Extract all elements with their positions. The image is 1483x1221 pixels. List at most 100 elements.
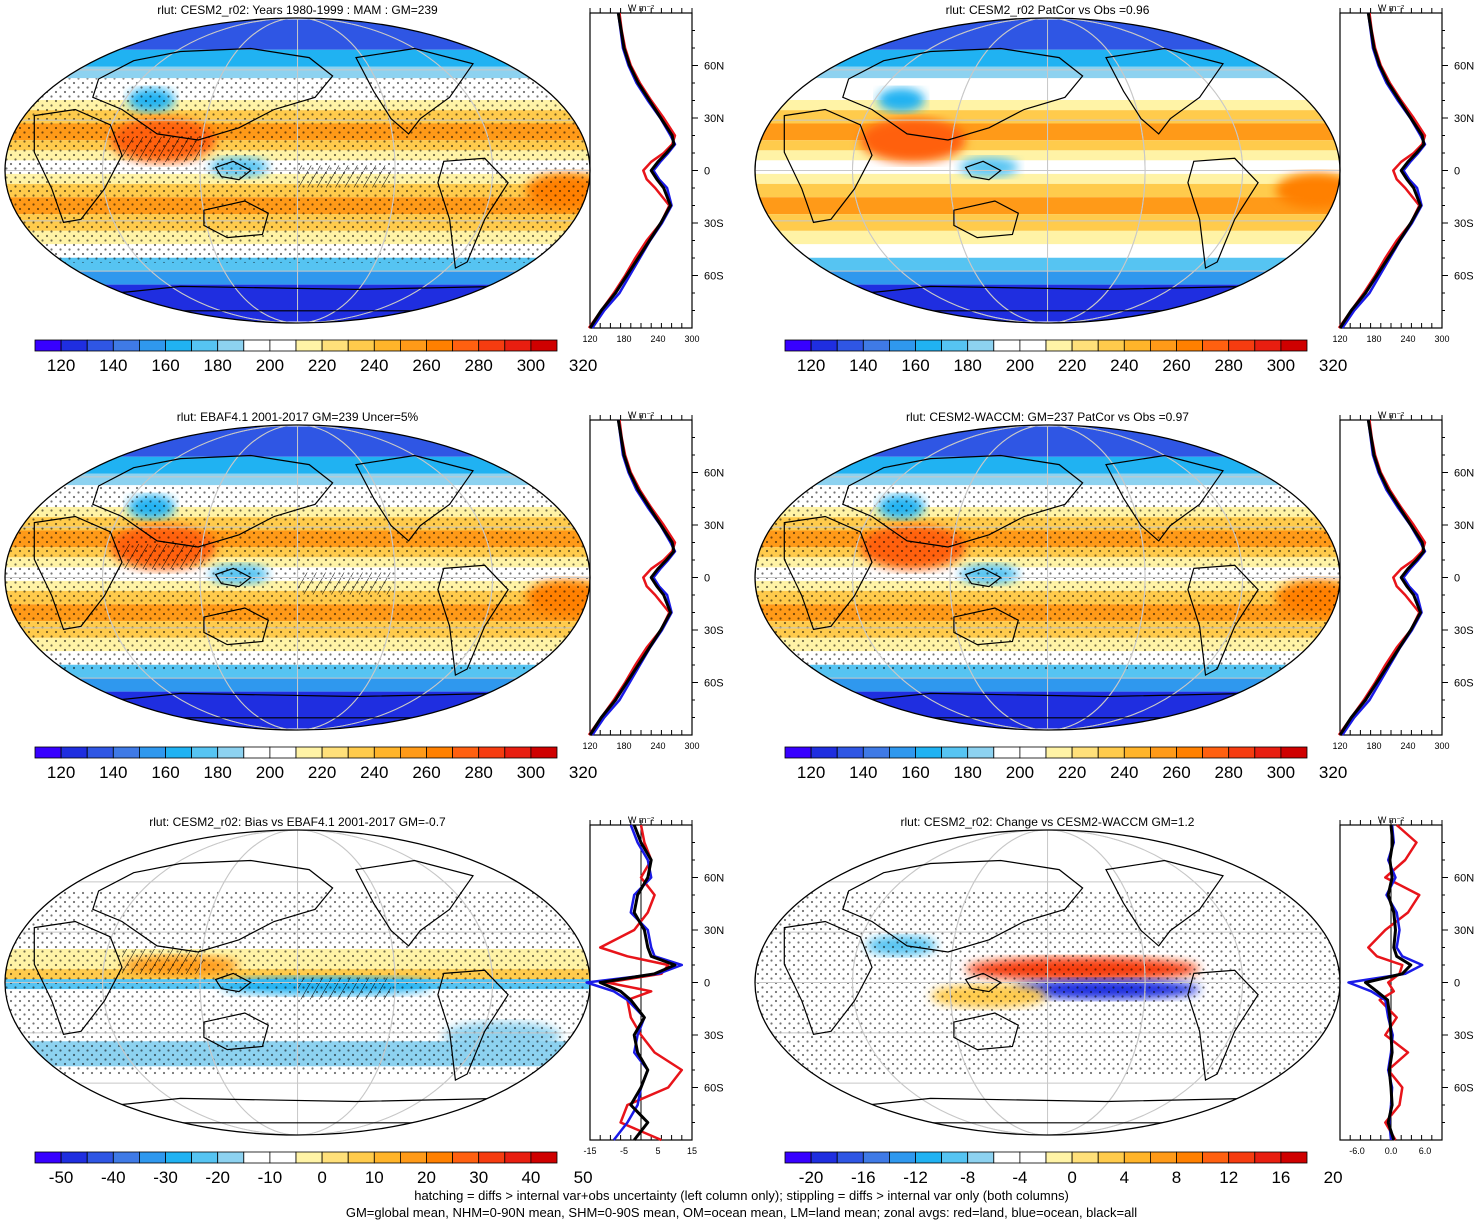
zonal-x-tick-label: 120: [582, 741, 597, 751]
colorbar-label: 180: [204, 763, 232, 782]
colorbar-swatch: [1071, 339, 1099, 352]
coastline: [964, 972, 1002, 993]
coastline: [355, 47, 474, 135]
colorbar-swatch: [1150, 746, 1177, 759]
zonal-lat-label: 30N: [704, 520, 724, 532]
zonal-x-tick-label: 180: [1366, 334, 1381, 344]
hatch-overlay: [122, 136, 204, 162]
zonal-x-tick-label: 0.0: [1385, 1146, 1398, 1156]
colorbar-swatch: [941, 339, 969, 352]
colorbar-label: 180: [954, 356, 982, 375]
coastline: [214, 972, 252, 993]
colorbar-swatch: [1228, 1151, 1256, 1164]
coastline: [964, 567, 1002, 588]
panel-title-5: rlut: CESM2_r02: Bias vs EBAF4.1 2001-20…: [149, 815, 446, 829]
zonal-lat-label: 30S: [1454, 218, 1474, 230]
colorbar-swatch: [347, 339, 375, 352]
graticule: [755, 425, 1340, 730]
colorbar-swatch: [915, 339, 943, 352]
coastline: [483, 847, 533, 868]
zonal-x-tick-label: 15: [687, 1146, 697, 1156]
zonal-lat-label: 60N: [704, 61, 724, 73]
colorbar-swatch: [243, 1151, 271, 1164]
zonal-lat-label: 30N: [704, 113, 724, 125]
colorbar-swatch: [191, 1151, 219, 1164]
colorbar-label: 220: [1058, 356, 1086, 375]
graticule-meridian: [949, 425, 1146, 730]
zonal-lat-label: 30S: [1454, 625, 1474, 637]
colorbar-label: 20: [1324, 1168, 1343, 1185]
zonal-line-ocean: [591, 419, 677, 736]
colorbar-swatch: [1071, 746, 1099, 759]
colorbar-swatch: [784, 1151, 812, 1164]
colorbar-label: 300: [1267, 356, 1295, 375]
zonal-lat-label: 60S: [704, 271, 724, 283]
colorbar-swatch: [530, 1151, 558, 1164]
coastline: [355, 454, 474, 542]
coastline: [92, 454, 334, 548]
zonal-x-tick-label: 5: [655, 1146, 660, 1156]
coastline: [355, 859, 474, 947]
map-panel-3: [4, 424, 591, 731]
colorbar-label: 4: [1120, 1168, 1129, 1185]
colorbar-label: -4: [1012, 1168, 1027, 1185]
colorbar-label: -8: [960, 1168, 975, 1185]
colorbar-swatch: [1254, 746, 1282, 759]
colorbar-swatch: [295, 746, 323, 759]
colorbar-label: 0: [317, 1168, 326, 1185]
zonal-line-all: [598, 824, 677, 1141]
colorbar-swatch: [1202, 339, 1230, 352]
colorbar-swatch: [1019, 339, 1047, 352]
colorbar-label: 180: [954, 763, 982, 782]
zonal-lat-label: 30S: [704, 625, 724, 637]
panel-title-3: rlut: EBAF4.1 2001-2017 GM=239 Uncer=5%: [176, 410, 419, 424]
colorbar-label: 50: [574, 1168, 593, 1185]
colorbar-swatch: [295, 1151, 323, 1164]
coastline: [1187, 969, 1259, 1082]
colorbar-label: -20: [799, 1168, 824, 1185]
colorbar-swatch: [1097, 1151, 1125, 1164]
zonal-lat-label: 60S: [704, 1083, 724, 1095]
colorbar-swatch: [1019, 1151, 1047, 1164]
colorbar-swatch: [452, 1151, 480, 1164]
zonal-line-all: [588, 12, 676, 329]
colorbar-swatch: [1254, 1151, 1282, 1164]
colorbar-label: 240: [360, 356, 388, 375]
hatch-overlay: [297, 572, 392, 595]
hatch-overlay: [122, 948, 204, 974]
colorbar-label: -10: [258, 1168, 283, 1185]
colorbar-swatch: [915, 746, 943, 759]
colorbar-label: 180: [204, 356, 232, 375]
colorbar-swatch: [86, 746, 114, 759]
graticule-meridian: [851, 425, 1244, 730]
colorbar-label: 120: [47, 356, 75, 375]
colorbar-label: 240: [1110, 763, 1138, 782]
zonal-lat-label: 60N: [704, 468, 724, 480]
colorbar-label: -20: [205, 1168, 230, 1185]
footnote-line-1: hatching = diffs > internal var+obs unce…: [414, 1188, 1069, 1203]
colorbar-label: 300: [1267, 763, 1295, 782]
colorbar-swatch: [138, 1151, 166, 1164]
map-panel-1: [4, 17, 591, 324]
zonal-lat-label: 0: [1454, 978, 1460, 990]
colorbar-swatch: [862, 746, 890, 759]
warm-blob: [860, 118, 966, 163]
zonal-x-tick-label: -15: [583, 1146, 596, 1156]
colorbar-swatch: [1045, 339, 1073, 352]
zonal-lat-label: 60S: [1454, 1083, 1474, 1095]
colorbar-swatch: [836, 339, 864, 352]
coastline: [437, 157, 509, 270]
colorbar-6: -20 -16 -12 -8 -4 0 4 8 12 16 20: [784, 1151, 1343, 1185]
zonal-line-all: [1338, 419, 1426, 736]
cool-blob: [959, 157, 1019, 178]
graticule-meridian: [199, 18, 396, 324]
colorbar-swatch: [1097, 746, 1125, 759]
colorbar-swatch: [269, 746, 297, 759]
zonal-lat-label: 0: [1454, 166, 1460, 178]
colorbar-swatch: [295, 339, 323, 352]
colorbar-swatch: [967, 339, 995, 352]
colorbar-label: 160: [151, 356, 179, 375]
zonal-line-land: [587, 419, 677, 736]
